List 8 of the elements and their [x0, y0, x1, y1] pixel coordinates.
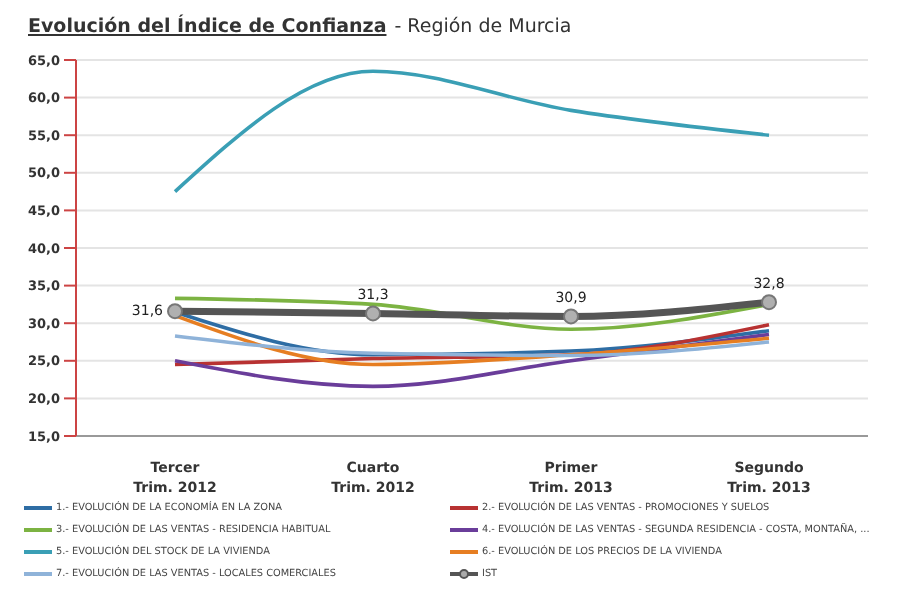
point — [167, 303, 183, 320]
point — [563, 308, 579, 325]
line-series — [173, 69, 771, 194]
chart-subtitle: - Región de Murcia — [394, 16, 572, 38]
line-series — [173, 334, 771, 358]
chart-title: Evolución del Índice de Confianza — [28, 16, 387, 38]
point — [365, 305, 381, 322]
point — [761, 294, 777, 311]
